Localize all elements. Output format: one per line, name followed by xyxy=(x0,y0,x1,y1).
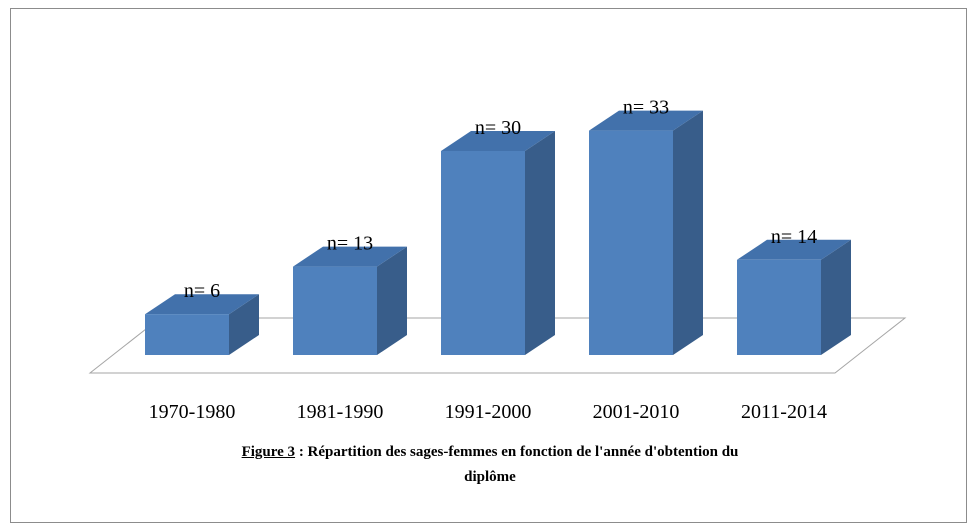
bar-top xyxy=(589,110,703,131)
bar xyxy=(441,151,525,355)
bar-top xyxy=(737,239,851,260)
bar-side xyxy=(229,294,259,355)
x-tick-label: 1991-2000 xyxy=(445,401,532,423)
caption-text: : Répartition des sages-femmes en foncti… xyxy=(295,444,739,485)
x-tick-label: 1981-1990 xyxy=(297,401,384,423)
bar xyxy=(589,130,673,355)
bar-side xyxy=(525,131,555,355)
bar xyxy=(145,314,229,355)
value-label: n= 14 xyxy=(771,226,817,248)
value-label: n= 33 xyxy=(623,97,669,119)
bar-top xyxy=(441,131,555,151)
bar-top xyxy=(293,246,407,267)
caption-label: Figure 3 xyxy=(241,444,296,460)
x-tick-label: 1970-1980 xyxy=(149,401,236,423)
bar xyxy=(737,259,821,355)
chart-border xyxy=(10,8,967,523)
value-label: n= 30 xyxy=(475,117,521,139)
bar-top xyxy=(145,294,259,315)
x-tick-label: 2001-2010 xyxy=(593,401,680,423)
bar-side xyxy=(821,239,851,355)
value-label: n= 13 xyxy=(327,233,373,255)
floor xyxy=(88,317,907,374)
caption: Figure 3 : Répartition des sages-femmes … xyxy=(220,440,760,490)
x-tick-label: 2011-2014 xyxy=(741,401,827,423)
bar xyxy=(293,266,377,355)
bar-side xyxy=(673,110,703,355)
bar-side xyxy=(377,246,407,355)
value-label: n= 6 xyxy=(184,280,220,302)
